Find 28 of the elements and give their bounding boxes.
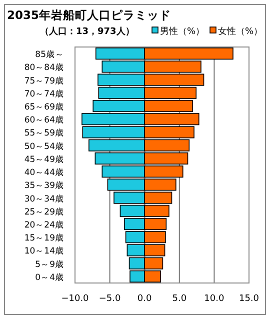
y-tick-label: 85歳～ — [35, 49, 64, 60]
y-tick-label: 75～79歳 — [24, 75, 64, 86]
y-tick-label: 15～19歳 — [24, 232, 64, 244]
y-tick-label: 0～4歳 — [35, 272, 64, 283]
y-tick-label: 30～34歳 — [24, 193, 64, 204]
x-tick-label: 15.0 — [238, 294, 260, 304]
y-tick-label: 20～24歳 — [24, 220, 64, 230]
y-tick-label: 25～29歳 — [24, 206, 64, 218]
y-tick-label: 10～14歳 — [24, 246, 64, 257]
y-tick-label: 65～69歳 — [24, 102, 64, 112]
y-tick-label: 35～39歳 — [24, 180, 64, 192]
x-tick-label: 0.0 — [137, 294, 152, 304]
y-tick-label: 45～49歳 — [24, 154, 64, 165]
y-tick-label: 70～74歳 — [24, 88, 64, 100]
legend-label: 男性（%） — [160, 26, 205, 37]
chart-title: 2035年岩船町人口ピラミッド — [7, 8, 172, 22]
x-tick-label: 5.0 — [172, 294, 187, 304]
y-tick-label: 5～9歳 — [35, 258, 64, 270]
x-tick-label: 10.0 — [204, 294, 224, 304]
chart-subtitle: （人口：13，973人） — [40, 26, 134, 37]
y-tick-label: 55～59歳 — [24, 128, 64, 139]
x-tick-label: −5.0 — [98, 294, 121, 304]
y-tick-label: 60～64歳 — [24, 114, 64, 126]
y-tick-label: 80～84歳 — [24, 62, 64, 74]
x-tick-label: −10.0 — [61, 294, 90, 304]
y-tick-label: 50～54歳 — [24, 140, 64, 152]
y-tick-label: 40～44歳 — [24, 167, 64, 178]
legend-label: 女性（%） — [218, 26, 263, 37]
